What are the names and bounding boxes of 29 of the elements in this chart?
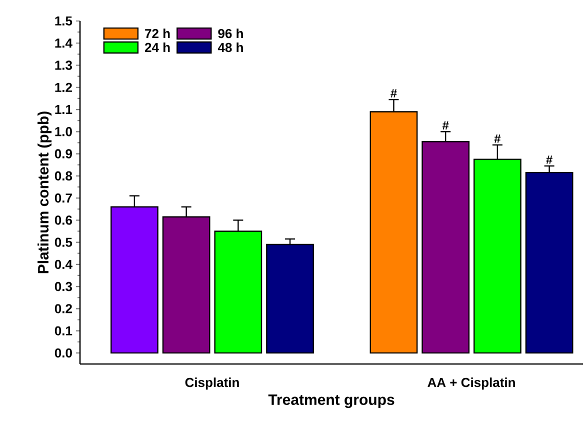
annotation: # [442,121,449,130]
y-tick-label: 1.2 [55,82,72,92]
y-tick-label: 0.8 [54,171,72,181]
y-tick-label: 1.4 [55,38,72,48]
y-tick-label: 0.6 [54,216,72,225]
x-tick-label: AA + Cisplatin [428,378,515,390]
y-tick-label: 0.0 [54,348,72,358]
y-tick-label: 1.0 [55,127,72,136]
y-tick-label: 0.3 [54,282,72,292]
legend-label: 24 h [144,42,170,52]
x-tick-label: Cisplatin [185,378,239,390]
y-tick-label: 1.3 [55,60,72,70]
y-axis-title: Platinum content (ppb) [38,112,52,274]
x-axis-title: Treatment groups [268,394,394,408]
bar [266,244,314,354]
y-tick-label: 0.4 [54,260,72,270]
y-tick-label: 0.5 [54,238,72,247]
legend-label: 96 h [218,28,243,38]
y-tick-label: 0.7 [54,193,72,203]
annotation: # [390,89,397,98]
annotation: # [546,156,552,164]
y-tick-label: 0.1 [54,326,72,336]
y-tick-label: 1.5 [55,16,72,26]
y-tick-label: 0.2 [54,304,72,314]
annotation: # [494,134,501,143]
legend-label: 72 h [145,28,170,38]
y-tick-label: 1.1 [55,105,72,114]
y-tick-label: 0.9 [54,149,72,158]
legend-label: 48 h [218,42,243,52]
